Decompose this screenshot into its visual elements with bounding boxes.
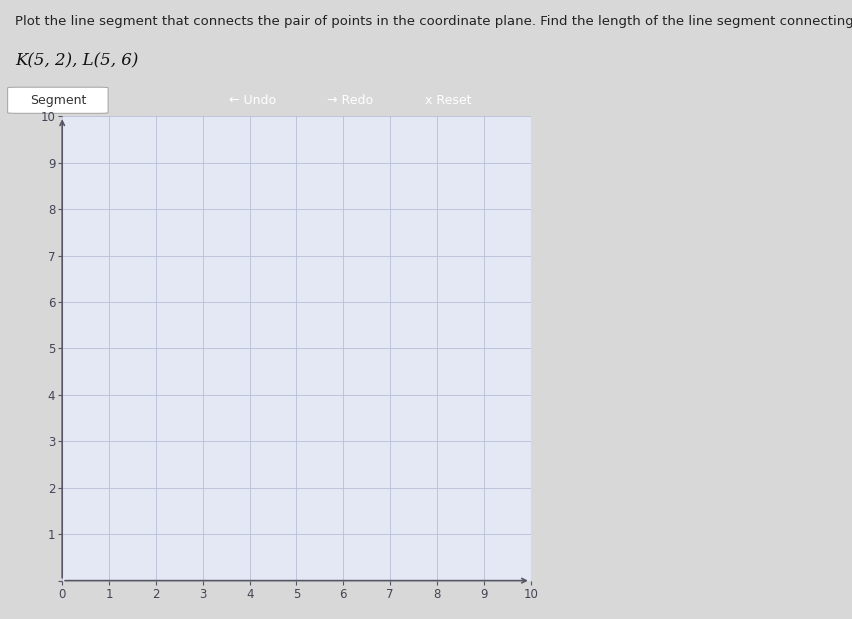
FancyBboxPatch shape	[8, 87, 108, 113]
Text: Plot the line segment that connects the pair of points in the coordinate plane. : Plot the line segment that connects the …	[15, 15, 852, 28]
Text: x Reset: x Reset	[425, 93, 471, 107]
Text: Segment: Segment	[30, 93, 86, 107]
Text: K(5, 2), L(5, 6): K(5, 2), L(5, 6)	[15, 53, 139, 69]
Text: ← Undo: ← Undo	[229, 93, 276, 107]
Text: → Redo: → Redo	[327, 93, 373, 107]
